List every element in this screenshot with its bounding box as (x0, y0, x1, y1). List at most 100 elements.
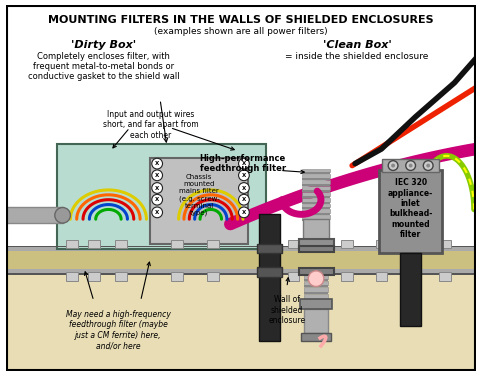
Bar (375, 240, 387, 249)
Circle shape (239, 170, 249, 181)
Bar (6, 247, 476, 274)
Bar (439, 272, 451, 280)
Text: X: X (242, 185, 246, 191)
Circle shape (152, 194, 162, 205)
Bar (302, 174, 330, 178)
Bar (302, 213, 330, 215)
Bar (439, 240, 451, 249)
Bar (6, 273, 476, 275)
Circle shape (388, 161, 398, 170)
Bar (304, 280, 328, 285)
Bar (6, 274, 476, 371)
Bar (304, 309, 328, 333)
Bar (258, 214, 280, 341)
Circle shape (152, 170, 162, 181)
Bar (375, 272, 387, 280)
Text: X: X (155, 173, 159, 178)
Text: IEC 320
appliance-
inlet
bulkhead-
mounted
filter: IEC 320 appliance- inlet bulkhead- mount… (388, 178, 433, 239)
Bar (303, 219, 329, 244)
Text: High-performance
feedthrough filter: High-performance feedthrough filter (200, 154, 286, 173)
Bar (256, 267, 282, 277)
Bar (304, 292, 328, 294)
Circle shape (391, 164, 395, 168)
Bar (288, 272, 299, 280)
Text: (examples shown are all power filters): (examples shown are all power filters) (154, 27, 328, 36)
Bar (382, 159, 439, 173)
Circle shape (423, 161, 433, 170)
Circle shape (426, 164, 430, 168)
Bar (301, 333, 331, 341)
Bar (304, 315, 328, 320)
Text: 'Clean Box': 'Clean Box' (322, 40, 391, 50)
Bar (302, 180, 330, 184)
Bar (304, 279, 328, 280)
Bar (304, 301, 328, 306)
Bar (298, 268, 334, 275)
Bar (302, 202, 330, 203)
Bar (302, 208, 330, 209)
Bar (302, 196, 330, 198)
Bar (298, 239, 334, 249)
Bar (6, 269, 476, 274)
Bar (207, 240, 218, 249)
Bar (304, 320, 328, 321)
Bar (288, 240, 299, 249)
Text: Wall of
shielded
enclosure: Wall of shielded enclosure (268, 295, 306, 325)
Bar (88, 272, 100, 280)
Bar (302, 184, 330, 186)
Text: X: X (242, 161, 246, 166)
Bar (302, 209, 330, 213)
Text: = inside the shielded enclosure: = inside the shielded enclosure (285, 53, 428, 62)
Bar (408, 272, 419, 280)
Bar (207, 272, 218, 280)
Bar (302, 186, 330, 190)
Circle shape (409, 164, 413, 168)
Bar (304, 306, 328, 308)
Circle shape (152, 207, 162, 218)
Bar (261, 240, 273, 249)
Bar (302, 198, 330, 202)
Circle shape (152, 158, 162, 169)
Bar (57, 144, 267, 249)
Circle shape (239, 183, 249, 193)
Bar (88, 240, 100, 249)
Text: X: X (155, 197, 159, 202)
Bar (408, 240, 419, 249)
Bar (302, 168, 330, 173)
Text: May need a high-frequency
feedthrough filter (maybe
just a CM ferrite) here,
and: May need a high-frequency feedthrough fi… (66, 310, 171, 350)
Circle shape (152, 183, 162, 193)
Bar (302, 219, 330, 221)
Bar (302, 178, 330, 180)
Bar (304, 274, 328, 279)
Bar (150, 158, 248, 244)
Text: MOUNTING FILTERS IN THE WALLS OF SHIELDED ENCLOSURES: MOUNTING FILTERS IN THE WALLS OF SHIELDE… (48, 15, 434, 26)
Bar (379, 170, 442, 253)
Circle shape (406, 161, 415, 170)
Bar (171, 272, 183, 280)
Bar (302, 190, 330, 192)
Bar (256, 244, 282, 253)
Circle shape (239, 158, 249, 169)
Circle shape (239, 207, 249, 218)
Bar (304, 308, 328, 313)
Bar (67, 240, 78, 249)
Text: X: X (242, 210, 246, 215)
Bar (341, 240, 353, 249)
Bar (115, 240, 127, 249)
Text: X: X (155, 161, 159, 166)
Bar (67, 272, 78, 280)
Bar (302, 192, 330, 196)
Bar (261, 272, 273, 280)
Bar (304, 285, 328, 287)
Text: X: X (242, 173, 246, 178)
Bar (302, 203, 330, 208)
Text: Completely encloses filter, with
frequent metal-to-metal bonds or
conductive gas: Completely encloses filter, with frequen… (28, 52, 179, 81)
Bar (171, 240, 183, 249)
Circle shape (239, 194, 249, 205)
Bar (6, 246, 476, 247)
Text: X: X (242, 197, 246, 202)
Bar (298, 246, 334, 252)
Bar (300, 299, 332, 309)
Circle shape (55, 208, 70, 223)
Bar (115, 272, 127, 280)
